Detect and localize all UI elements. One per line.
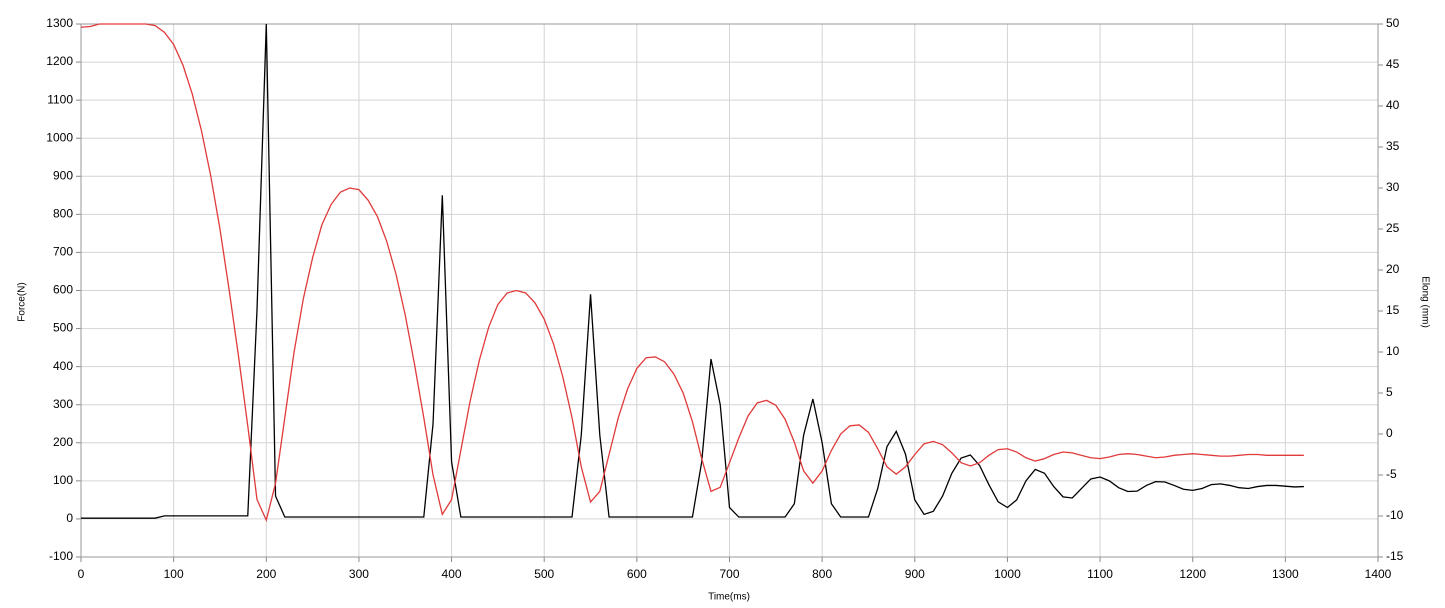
y2-tick-label: 5 [1386, 385, 1393, 399]
x-tick-label: 600 [627, 567, 647, 581]
y-tick-label: 600 [53, 283, 73, 297]
plot-frame [80, 23, 1379, 558]
y2-tick-label: 15 [1386, 303, 1400, 317]
x-tick-label: 1100 [1087, 567, 1113, 581]
y2-tick-label: 20 [1386, 262, 1400, 276]
x-tick-label: 0 [78, 567, 85, 581]
y2-tick-label: 0 [1386, 426, 1393, 440]
y-tick-label: -100 [49, 549, 73, 563]
y2-tick-label: 25 [1386, 221, 1400, 235]
y-tick-label: 500 [53, 321, 73, 335]
x-tick-label: 1300 [1272, 567, 1299, 581]
y2-tick-label: 50 [1386, 16, 1400, 30]
series-line [80, 23, 1304, 523]
y-tick-label: 800 [53, 207, 73, 221]
y2-tick-label: 40 [1386, 98, 1400, 112]
x-tick-label: 100 [164, 567, 184, 581]
y-tick-label: 200 [53, 435, 73, 449]
y-tick-label: 700 [53, 245, 73, 259]
x-tick-label: 400 [442, 567, 462, 581]
y-tick-label: 400 [53, 359, 73, 373]
series-line [81, 23, 1304, 519]
y2-tick-label: -10 [1386, 508, 1404, 522]
x-tick-label: 800 [812, 567, 832, 581]
x-tick-label: 900 [905, 567, 925, 581]
y2-axis-label: Elong (mm) [1419, 276, 1430, 328]
x-axis-label: Time(ms) [708, 592, 750, 603]
x-tick-label: 1000 [994, 567, 1021, 581]
y-tick-label: 1300 [46, 16, 73, 30]
y2-tick-label: 10 [1386, 344, 1400, 358]
y-tick-label: 900 [53, 168, 73, 182]
y-axis-label: Force(N) [17, 282, 28, 321]
x-tick-label: 300 [349, 567, 369, 581]
y2-tick-label: -5 [1386, 467, 1397, 481]
y-tick-label: 1100 [47, 92, 73, 106]
x-tick-label: 200 [256, 567, 276, 581]
y-tick-label: 1000 [46, 130, 73, 144]
y-tick-label: 1200 [46, 54, 73, 68]
x-tick-label: 1200 [1179, 567, 1206, 581]
x-tick-label: 500 [534, 567, 554, 581]
y2-tick-label: 45 [1386, 57, 1400, 71]
y-tick-label: 100 [53, 473, 73, 487]
y-tick-label: 300 [53, 397, 73, 411]
y2-tick-label: 35 [1386, 139, 1400, 153]
y2-tick-label: -15 [1386, 549, 1404, 563]
y-tick-label: 0 [66, 511, 73, 525]
y2-tick-label: 30 [1386, 180, 1400, 194]
x-tick-label: 1400 [1365, 567, 1392, 581]
x-tick-label: 700 [719, 567, 739, 581]
